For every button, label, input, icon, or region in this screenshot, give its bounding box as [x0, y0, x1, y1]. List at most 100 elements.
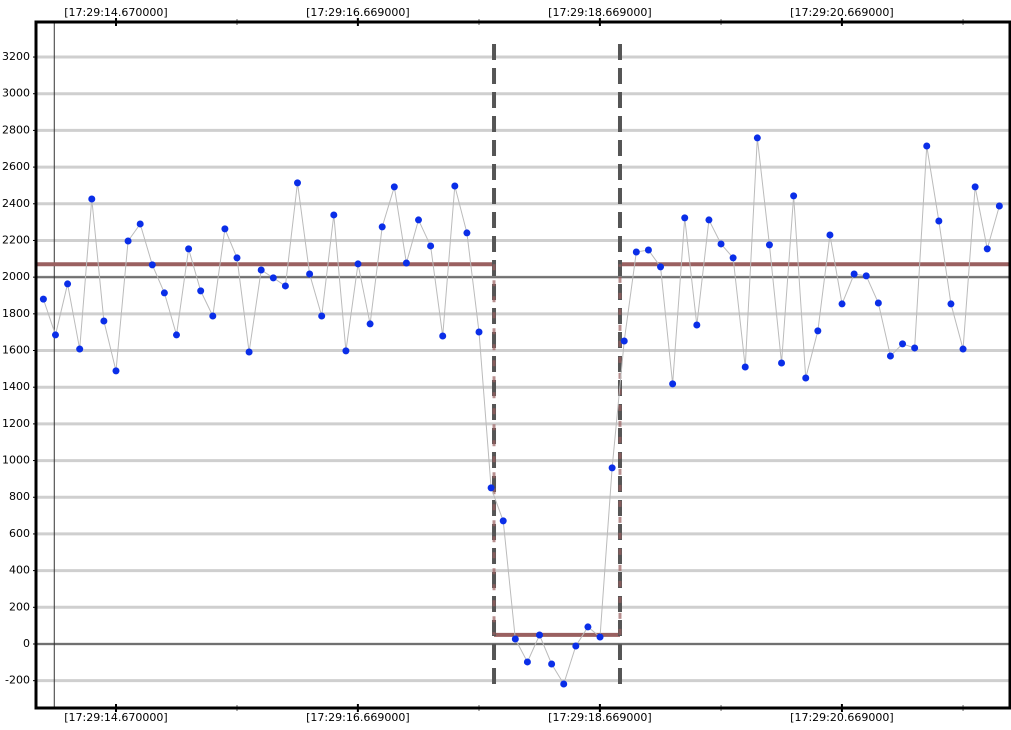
data-point [911, 344, 919, 352]
y-tick-label: 2800 [2, 123, 30, 136]
data-point [657, 263, 665, 271]
data-point [402, 259, 410, 267]
data-point [693, 321, 701, 329]
data-point [487, 484, 495, 492]
data-point [257, 266, 265, 274]
data-point [765, 241, 773, 249]
data-point [221, 225, 229, 233]
data-point [644, 246, 652, 254]
data-point [354, 260, 362, 268]
data-point [451, 182, 459, 190]
y-tick-label: 200 [9, 600, 30, 613]
data-point [536, 631, 544, 639]
data-point [923, 142, 931, 150]
data-point [390, 183, 398, 191]
data-point [100, 317, 108, 325]
y-tick-label: 1000 [2, 454, 30, 467]
y-tick-label: 2000 [2, 270, 30, 283]
data-point [233, 254, 241, 262]
data-point [39, 295, 47, 303]
data-point [620, 337, 628, 345]
data-point [778, 359, 786, 367]
data-point [511, 635, 519, 643]
data-point [160, 289, 168, 297]
data-point [294, 179, 302, 187]
data-point [427, 242, 435, 250]
y-tick-label: 3200 [2, 50, 30, 63]
data-point [862, 272, 870, 280]
data-point [717, 240, 725, 248]
data-point [415, 216, 423, 224]
data-point [971, 183, 979, 191]
data-point [523, 658, 531, 666]
data-point [245, 348, 253, 356]
data-point [112, 367, 120, 375]
y-tick-label: 1200 [2, 417, 30, 430]
data-point [330, 211, 338, 219]
data-point [548, 660, 556, 668]
data-point [596, 633, 604, 641]
data-point [838, 300, 846, 308]
x-tick-label-top: [17:29:14.670000] [64, 6, 167, 19]
data-point [959, 345, 967, 353]
data-point [886, 352, 894, 360]
data-point [76, 345, 84, 353]
data-point [560, 680, 568, 688]
series-line [42, 137, 1000, 686]
data-point [850, 270, 858, 278]
data-point [681, 214, 689, 222]
x-tick-label-top: [17:29:18.669000] [548, 6, 651, 19]
data-point [669, 380, 677, 388]
data-point [197, 287, 205, 295]
y-tick-label: -200 [5, 674, 30, 687]
data-point [499, 517, 507, 525]
data-point [632, 248, 640, 256]
y-tick-label: 2200 [2, 233, 30, 246]
data-point [814, 327, 822, 335]
data-point [136, 220, 144, 228]
data-point [741, 363, 749, 371]
data-point [753, 134, 761, 142]
y-tick-label: 1800 [2, 307, 30, 320]
y-tick-label: 1400 [2, 380, 30, 393]
x-tick-label: [17:29:16.669000] [306, 711, 409, 724]
y-tick-label: 2400 [2, 197, 30, 210]
data-point [209, 312, 217, 320]
data-point [366, 320, 374, 328]
data-point [947, 300, 955, 308]
plot-frame [34, 20, 1011, 710]
data-point [983, 245, 991, 253]
data-point [172, 331, 180, 339]
data-point [124, 237, 132, 245]
x-tick-label-top: [17:29:16.669000] [306, 6, 409, 19]
data-point [281, 282, 289, 290]
data-point [935, 217, 943, 225]
data-point [790, 192, 798, 200]
data-point [899, 340, 907, 348]
data-point [306, 270, 314, 278]
data-point [378, 223, 386, 231]
y-tick-label: 1600 [2, 344, 30, 357]
data-point [729, 254, 737, 262]
x-tick-label: [17:29:20.669000] [790, 711, 893, 724]
data-point [802, 374, 810, 382]
y-tick-label: 0 [23, 637, 30, 650]
data-point [64, 280, 72, 288]
data-point [608, 464, 616, 472]
data-point [995, 202, 1003, 210]
y-tick-label: 600 [9, 527, 30, 540]
y-tick-label: 800 [9, 490, 30, 503]
y-tick-label: 3000 [2, 87, 30, 100]
data-point [439, 332, 447, 340]
data-point [584, 623, 592, 631]
x-tick-label: [17:29:14.670000] [64, 711, 167, 724]
data-point [705, 216, 713, 224]
data-point [475, 328, 483, 336]
data-point [185, 245, 193, 253]
y-tick-label: 2600 [2, 160, 30, 173]
data-point [874, 299, 882, 307]
data-point [51, 331, 59, 339]
data-point [148, 261, 156, 269]
data-point [318, 312, 326, 320]
